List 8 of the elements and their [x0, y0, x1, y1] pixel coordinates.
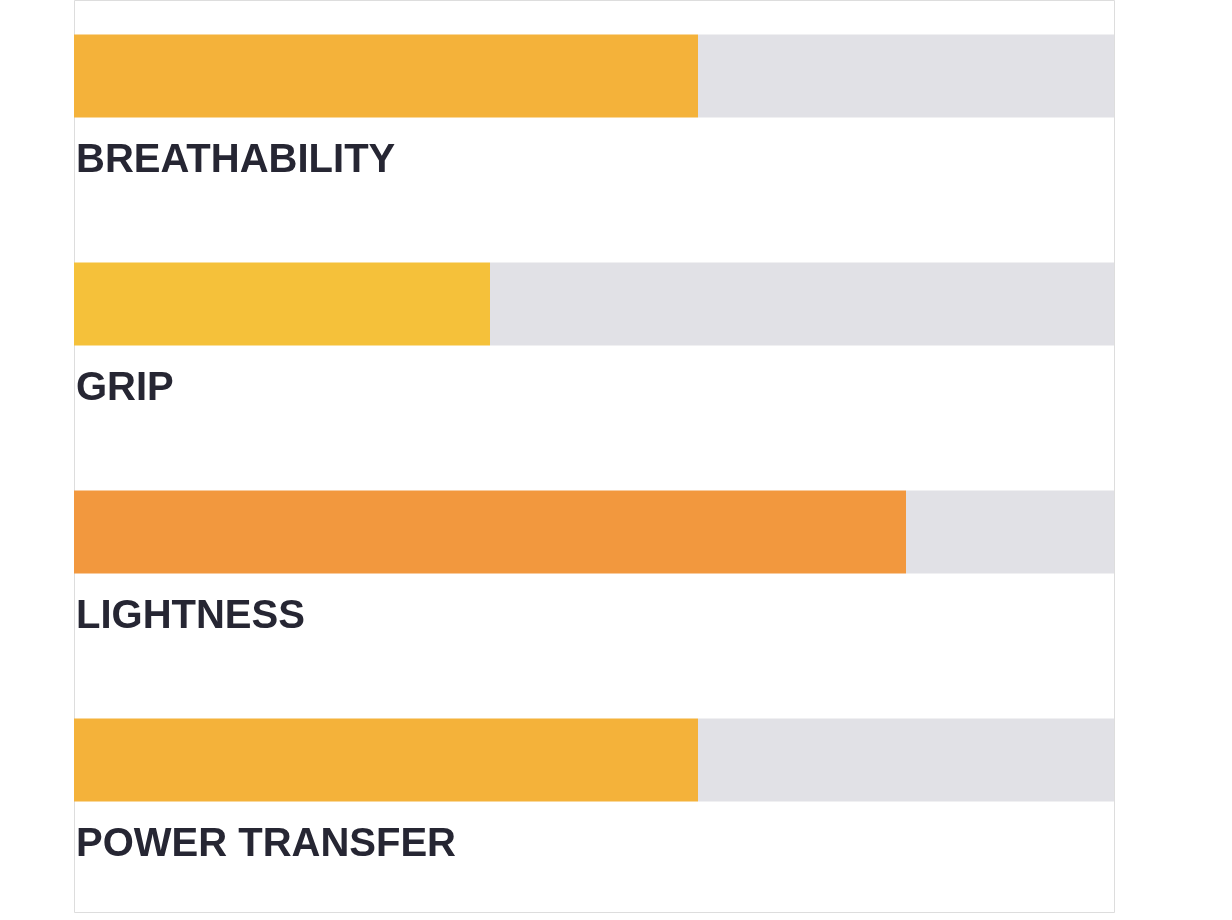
bar [74, 262, 490, 346]
bar [74, 34, 698, 118]
y-tick-label: GRIP [76, 364, 174, 408]
bar [74, 718, 698, 802]
y-tick-label: POWER TRANSFER [76, 820, 457, 864]
y-tick-label: BREATHABILITY [76, 136, 396, 180]
y-tick-label: LIGHTNESS [76, 592, 305, 636]
bar [74, 490, 906, 574]
